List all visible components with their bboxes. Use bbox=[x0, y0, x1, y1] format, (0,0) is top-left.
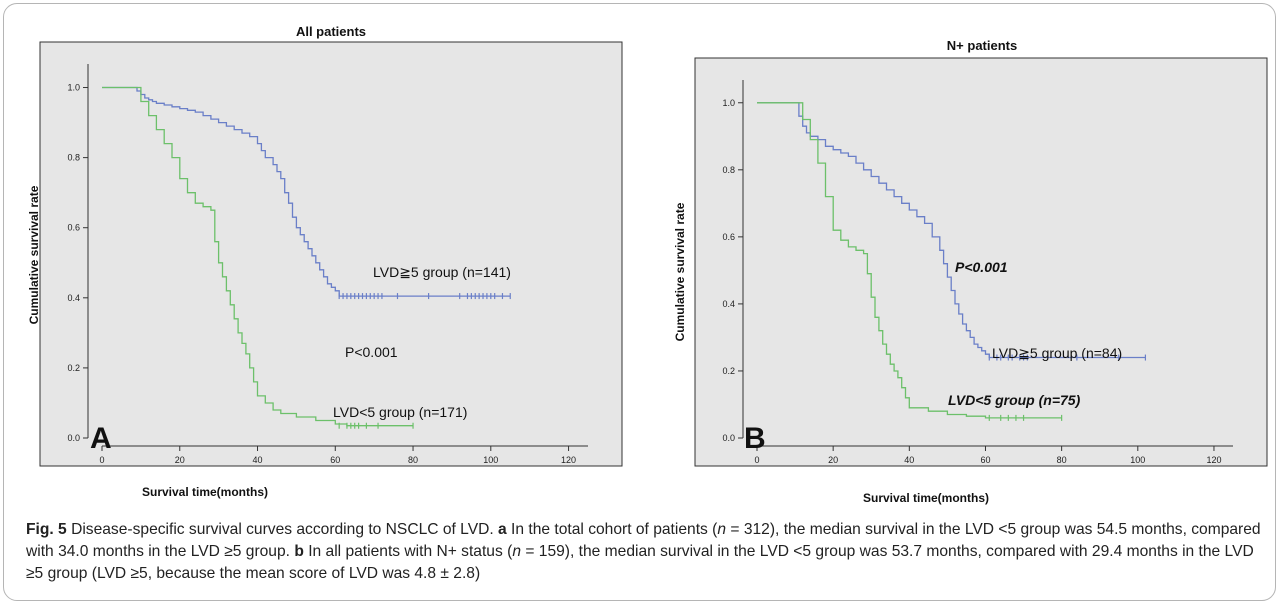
y-tick-label: 0.2 bbox=[67, 363, 80, 373]
survival-curve-low-group bbox=[757, 102, 1062, 419]
panel-letter-a: A bbox=[90, 422, 112, 455]
caption-fig-label: Fig. 5 bbox=[26, 521, 67, 538]
p-value-a: P<0.001 bbox=[345, 344, 398, 360]
y-tick-label: 0.8 bbox=[67, 153, 80, 163]
figure-caption: Fig. 5 Disease-specific survival curves … bbox=[26, 519, 1266, 585]
plot-area-b bbox=[694, 57, 1268, 467]
x-tick-label: 100 bbox=[1130, 455, 1145, 465]
caption-b-text-1: In all patients with N+ status ( bbox=[303, 543, 513, 560]
y-axis-label-a: Cumulative survival rate bbox=[27, 185, 41, 324]
caption-n-symbol-b: n bbox=[512, 543, 521, 560]
caption-a-label: a bbox=[498, 521, 507, 538]
x-tick-label: 120 bbox=[1206, 455, 1221, 465]
chart-panel-a: All patients Survival time(months) Cumul… bbox=[27, 24, 623, 499]
ticks-b: 0 20 40 60 80 100 120 0.0 0.2 0.4 0.6 0.8 1.0 bbox=[722, 80, 1233, 465]
x-tick-label: 20 bbox=[175, 455, 185, 465]
panel-letter-b: B bbox=[744, 422, 766, 455]
caption-b-label: b bbox=[294, 543, 304, 560]
y-tick-label: 0.0 bbox=[67, 433, 80, 443]
label-low-group-a: LVD<5 group (n=171) bbox=[333, 404, 467, 420]
survival-curve-high-group bbox=[757, 102, 1146, 359]
y-tick-label: 0.4 bbox=[722, 299, 735, 309]
x-tick-label: 60 bbox=[330, 455, 340, 465]
chart-title-b: N+ patients bbox=[947, 38, 1017, 53]
x-tick-label: 60 bbox=[980, 455, 990, 465]
curves-a bbox=[102, 86, 511, 429]
x-axis-label-b: Survival time(months) bbox=[863, 491, 989, 505]
plot-area-a bbox=[39, 41, 623, 467]
x-axis-label-a: Survival time(months) bbox=[142, 485, 268, 499]
caption-n-symbol-a: n bbox=[717, 521, 727, 538]
y-tick-label: 0.6 bbox=[722, 232, 735, 242]
y-tick-label: 0.2 bbox=[722, 366, 735, 376]
x-tick-label: 80 bbox=[408, 455, 418, 465]
x-tick-label: 100 bbox=[483, 455, 498, 465]
label-high-group-b: LVD≧5 group (n=84) bbox=[992, 345, 1122, 361]
x-tick-label: 40 bbox=[904, 455, 914, 465]
y-tick-label: 0.6 bbox=[67, 223, 80, 233]
x-tick-label: 40 bbox=[253, 455, 263, 465]
survival-curve-high-group bbox=[102, 86, 511, 297]
ticks-a: 0 20 40 60 80 100 120 0.0 0.2 0.4 0.6 0.8 1.0 bbox=[67, 64, 588, 465]
y-axis-label-b: Cumulative survival rate bbox=[673, 202, 687, 341]
caption-intro: Disease-specific survival curves accordi… bbox=[66, 521, 499, 538]
chart-title-a: All patients bbox=[296, 24, 366, 39]
p-value-b: P<0.001 bbox=[955, 259, 1008, 275]
km-charts: All patients Survival time(months) Cumul… bbox=[27, 24, 1268, 505]
label-high-group-a: LVD≧5 group (n=141) bbox=[373, 264, 511, 280]
caption-a-text-2: = 312), the median survival in the LVD <… bbox=[26, 521, 1261, 560]
caption-a-text-1: In the total cohort of patients ( bbox=[506, 521, 718, 538]
curves-b bbox=[757, 102, 1147, 421]
y-tick-label: 0.0 bbox=[722, 433, 735, 443]
x-tick-label: 120 bbox=[561, 455, 576, 465]
y-tick-label: 0.4 bbox=[67, 293, 80, 303]
caption-b-text-2: = 159), the median survival in the LVD <… bbox=[26, 543, 1254, 582]
x-tick-label: 80 bbox=[1057, 455, 1067, 465]
x-tick-label: 0 bbox=[754, 455, 759, 465]
x-tick-label: 20 bbox=[828, 455, 838, 465]
y-tick-label: 1.0 bbox=[722, 98, 735, 108]
x-tick-label: 0 bbox=[99, 455, 104, 465]
y-tick-label: 1.0 bbox=[67, 83, 80, 93]
chart-panel-b: N+ patients Survival time(months) Cumula… bbox=[673, 38, 1268, 505]
y-tick-label: 0.8 bbox=[722, 165, 735, 175]
label-low-group-b: LVD<5 group (n=75) bbox=[948, 392, 1081, 408]
survival-curve-low-group bbox=[102, 86, 413, 427]
